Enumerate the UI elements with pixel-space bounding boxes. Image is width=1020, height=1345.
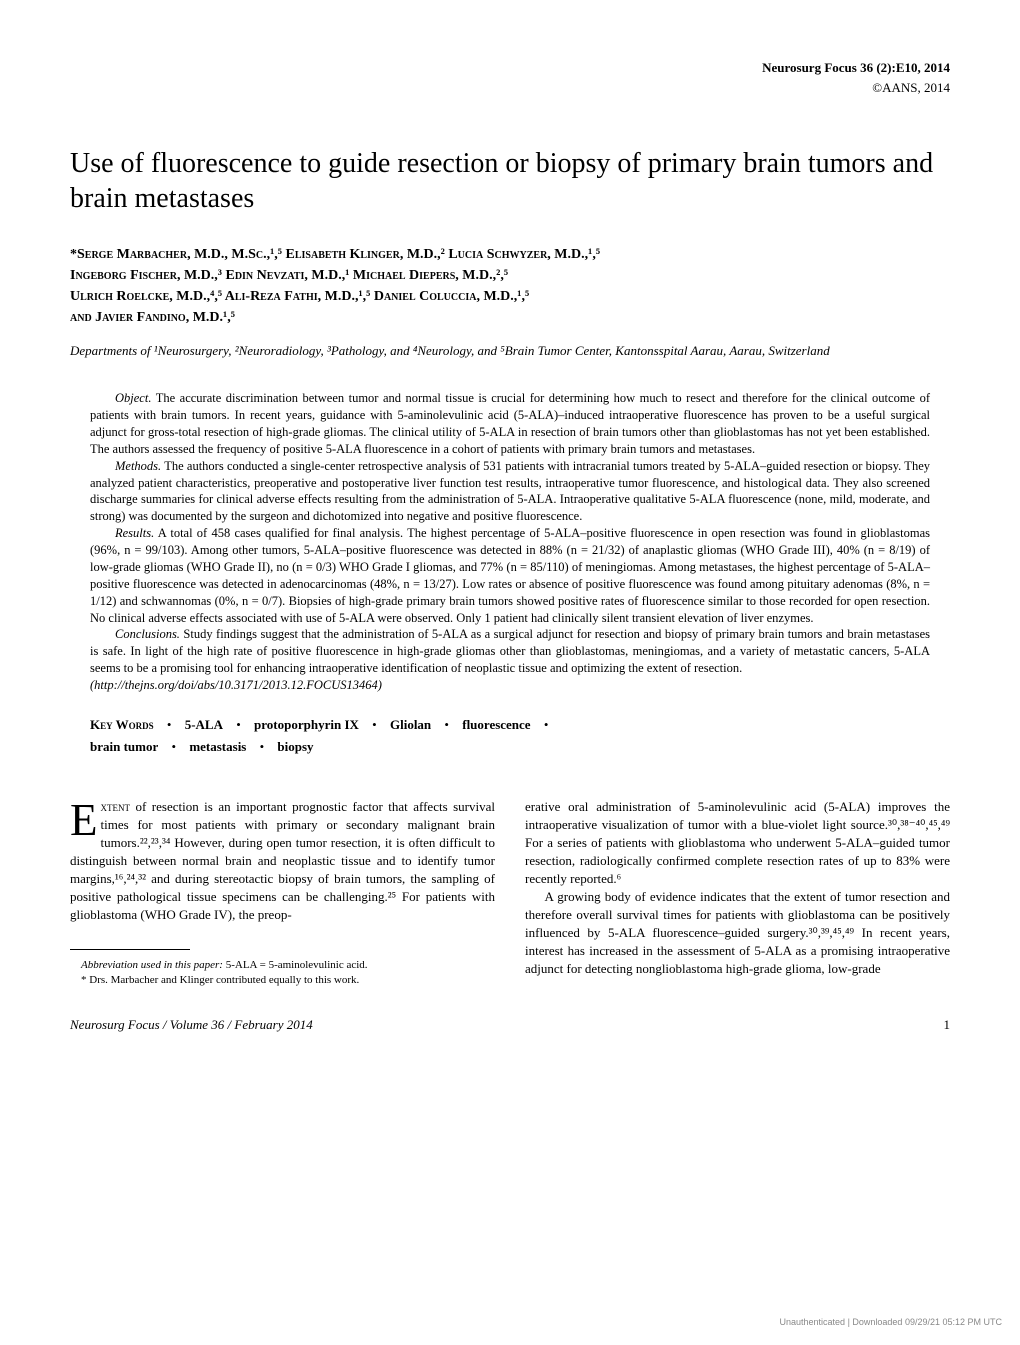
authors-line-1: *Serge Marbacher, M.D., M.Sc.,¹,⁵ Elisab… — [70, 244, 950, 265]
article-title: Use of fluorescence to guide resection o… — [70, 146, 950, 216]
body-paragraph-2: erative oral administration of 5-aminole… — [525, 798, 950, 888]
footer-journal-info: Neurosurg Focus / Volume 36 / February 2… — [70, 1017, 313, 1033]
footnote-abbrev-label: Abbreviation used in this paper: — [81, 959, 223, 971]
keyword-separator: • — [167, 717, 172, 732]
footnote-abbrev-text: 5-ALA = 5-aminolevulinic acid. — [223, 959, 368, 971]
body-paragraph-1: Extent of resection is an important prog… — [70, 798, 495, 924]
keyword-item: protoporphyrin IX — [254, 717, 359, 732]
authors-line-4: and Javier Fandino, M.D.¹,⁵ — [70, 307, 950, 328]
page-number: 1 — [944, 1017, 951, 1033]
body-p1-rest: of resection is an important prognostic … — [70, 799, 495, 922]
keyword-item: brain tumor — [90, 739, 158, 754]
abstract-object-label: Object. — [115, 391, 151, 405]
authors-line-3: Ulrich Roelcke, M.D.,⁴,⁵ Ali-Reza Fathi,… — [70, 286, 950, 307]
keyword-item: 5-ALA — [185, 717, 223, 732]
abstract-conclusions-label: Conclusions. — [115, 627, 180, 641]
journal-header: Neurosurg Focus 36 (2):E10, 2014 — [70, 60, 950, 76]
keyword-item: Gliolan — [390, 717, 431, 732]
abstract-methods: Methods. The authors conducted a single-… — [90, 458, 930, 526]
journal-name: Neurosurg Focus 36 (2): — [762, 60, 896, 75]
footnotes-block: Abbreviation used in this paper: 5-ALA =… — [70, 958, 495, 988]
keyword-separator: • — [172, 739, 177, 754]
copyright-line: ©AANS, 2014 — [70, 80, 950, 96]
footnote-abbreviation: Abbreviation used in this paper: 5-ALA =… — [70, 958, 495, 973]
abstract-methods-text: The authors conducted a single-center re… — [90, 459, 930, 524]
keyword-item: metastasis — [189, 739, 246, 754]
abstract-object-text: The accurate discrimination between tumo… — [90, 391, 930, 456]
keyword-item: biopsy — [277, 739, 313, 754]
abstract-results-label: Results. — [115, 526, 154, 540]
authors-line-2: Ingeborg Fischer, M.D.,³ Edin Nevzati, M… — [70, 265, 950, 286]
abstract-conclusions-text: Study findings suggest that the administ… — [90, 627, 930, 675]
abstract-results-text: A total of 458 cases qualified for final… — [90, 526, 930, 624]
abstract-results: Results. A total of 458 cases qualified … — [90, 525, 930, 626]
column-right: erative oral administration of 5-aminole… — [525, 798, 950, 987]
keyword-separator: • — [444, 717, 449, 732]
doi-link: (http://thejns.org/doi/abs/10.3171/2013.… — [90, 677, 930, 694]
body-columns: Extent of resection is an important prog… — [70, 798, 950, 987]
column-left: Extent of resection is an important prog… — [70, 798, 495, 987]
keyword-separator: • — [372, 717, 377, 732]
body-paragraph-3: A growing body of evidence indicates tha… — [525, 888, 950, 978]
abstract-methods-label: Methods. — [115, 459, 161, 473]
keywords-label: Key Words — [90, 717, 154, 732]
keyword-separator: • — [260, 739, 265, 754]
abstract-conclusions: Conclusions. Study findings suggest that… — [90, 626, 930, 677]
keyword-separator: • — [544, 717, 549, 732]
footnote-contribution: * Drs. Marbacher and Klinger contributed… — [70, 973, 495, 988]
keyword-separator: • — [236, 717, 241, 732]
page-footer: Neurosurg Focus / Volume 36 / February 2… — [70, 1017, 950, 1033]
lead-word: xtent — [101, 799, 131, 814]
keyword-item: fluorescence — [462, 717, 530, 732]
watermark: Unauthenticated | Downloaded 09/29/21 05… — [780, 1317, 1002, 1327]
keywords-block: Key Words • 5-ALA • protoporphyrin IX • … — [90, 714, 930, 758]
affiliations: Departments of ¹Neurosurgery, ²Neuroradi… — [70, 342, 950, 360]
abstract-object: Object. The accurate discrimination betw… — [90, 390, 930, 458]
dropcap: E — [70, 798, 101, 838]
article-id: E10, 2014 — [896, 60, 950, 75]
authors-block: *Serge Marbacher, M.D., M.Sc.,¹,⁵ Elisab… — [70, 244, 950, 328]
footnote-separator — [70, 949, 190, 950]
abstract-block: Object. The accurate discrimination betw… — [90, 390, 930, 694]
